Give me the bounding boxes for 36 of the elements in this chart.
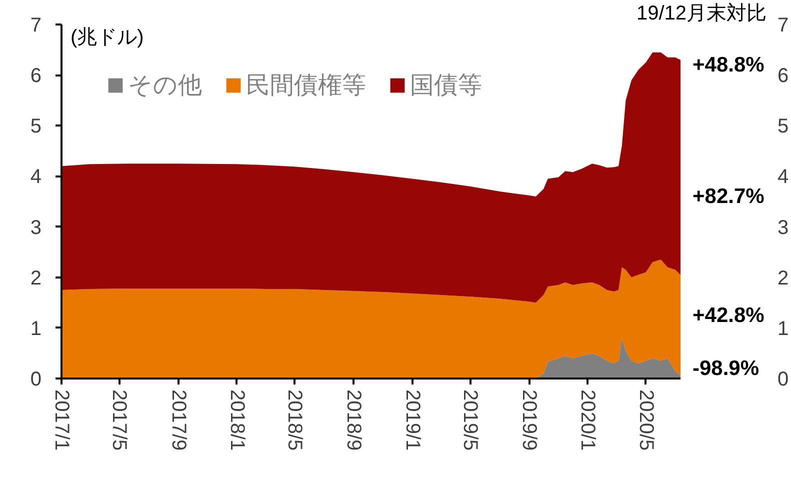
y-tick-label: 1 xyxy=(778,318,789,340)
x-tick-label: 2020/5 xyxy=(634,390,657,451)
y-tick-label: 3 xyxy=(778,216,789,239)
x-tick-label: 2018/5 xyxy=(284,390,306,451)
y2-tick-label: 5 xyxy=(30,116,42,138)
y2-tick-label: 4 xyxy=(30,166,42,188)
x-tick-label: 2017/1 xyxy=(50,390,72,451)
annotation: 19/12月末対比 xyxy=(636,2,767,24)
y-tick-label: 7 xyxy=(778,14,789,36)
y-tick-label: 6 xyxy=(778,65,789,88)
annotation: -98.9% xyxy=(692,356,760,380)
y2-tick-label: 0 xyxy=(30,368,42,390)
annotation: +82.7% xyxy=(692,184,765,208)
annotation: +42.8% xyxy=(692,304,765,327)
x-tick-label: 2017/5 xyxy=(108,390,130,451)
x-tick-label: 2018/1 xyxy=(226,390,248,451)
y2-tick-label: 6 xyxy=(30,65,42,88)
annotation: +48.8% xyxy=(692,53,765,76)
annotation: (兆ドル) xyxy=(70,26,144,48)
x-tick-label: 2020/1 xyxy=(576,390,599,451)
y-tick-label: 5 xyxy=(778,116,789,138)
y2-tick-label: 2 xyxy=(30,267,42,290)
x-tick-label: 2019/5 xyxy=(459,390,481,451)
x-tick-label: 2018/9 xyxy=(342,390,365,451)
y2-tick-label: 1 xyxy=(30,318,42,340)
y2-tick-label: 3 xyxy=(30,216,42,239)
x-tick-label: 2019/1 xyxy=(401,390,424,451)
legend-label: その他 xyxy=(128,71,202,101)
x-tick-label: 2017/9 xyxy=(167,390,190,451)
y-tick-label: 0 xyxy=(778,368,789,390)
y-tick-label: 2 xyxy=(778,267,789,290)
x-tick-label: 2019/9 xyxy=(518,390,540,451)
y-tick-label: 4 xyxy=(778,166,789,188)
legend-label: 国債等 xyxy=(410,71,482,101)
y2-tick-label: 7 xyxy=(30,14,42,36)
legend-label: 民間債権等 xyxy=(246,71,366,101)
